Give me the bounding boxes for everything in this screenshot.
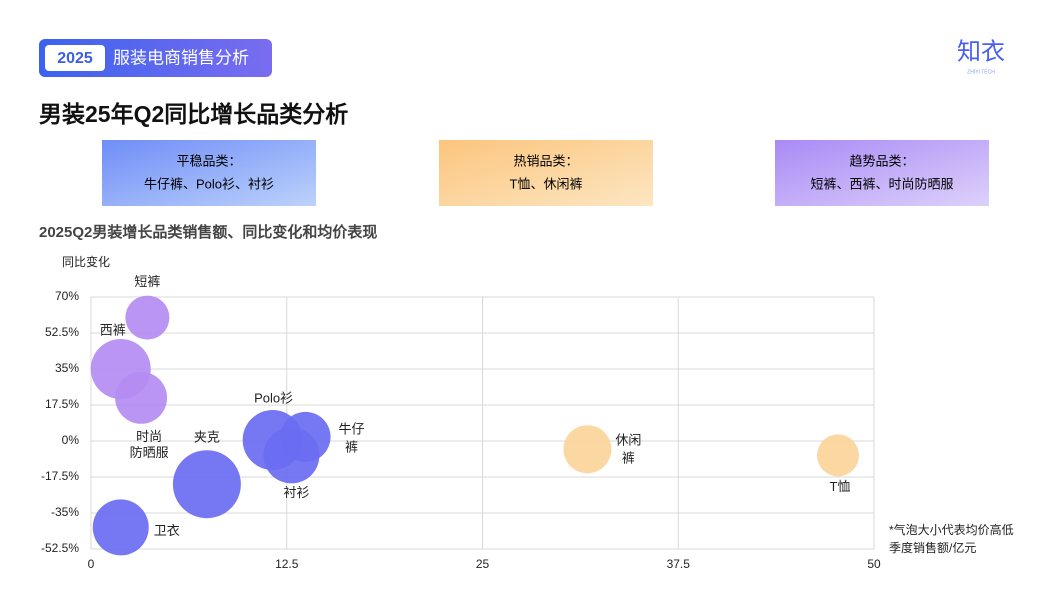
bubble-label: 卫衣: [154, 523, 180, 538]
group-title: 趋势品类：: [849, 153, 914, 168]
bubble: [115, 371, 168, 424]
bubble-label: 短裤: [134, 274, 160, 289]
header-title: 服装电商销售分析: [113, 48, 249, 67]
y-tick-label: 17.5%: [45, 397, 79, 411]
chart-title: 2025Q2男装增长品类销售额、同比变化和均价表现: [39, 223, 377, 241]
bubble-label: 夹克: [194, 430, 220, 445]
bubble-label: 防晒服: [130, 445, 169, 460]
size-note: *气泡大小代表均价高低: [889, 522, 1014, 537]
group-box: [102, 140, 316, 206]
group-items: T恤、休闲裤: [510, 176, 583, 191]
x-tick-label: 50: [867, 557, 881, 571]
y-tick-label: 35%: [55, 361, 79, 375]
group-box: [439, 140, 653, 206]
logo-sub: ZHIYI TECH: [967, 69, 995, 75]
bubble: [563, 425, 612, 474]
bubble-label: 休闲: [615, 433, 641, 448]
group-items: 短裤、西裤、时尚防晒服: [810, 176, 953, 191]
group-items: 牛仔裤、Polo衫、衬衫: [144, 176, 274, 191]
x-tick-label: 12.5: [275, 557, 299, 571]
group-title: 平稳品类：: [176, 153, 241, 168]
page-title: 男装25年Q2同比增长品类分析: [39, 101, 348, 127]
x-tick-label: 25: [476, 557, 490, 571]
y-tick-label: -52.5%: [41, 541, 79, 555]
x-tick-label: 0: [88, 557, 95, 571]
x-axis-label: 季度销售额/亿元: [889, 540, 976, 555]
bubble-label: 牛仔: [339, 421, 365, 436]
badge: 2025: [57, 50, 93, 67]
y-tick-label: 70%: [55, 289, 79, 303]
bubble: [172, 450, 241, 519]
bubble: [125, 295, 170, 340]
y-tick-label: 52.5%: [45, 325, 79, 339]
bubble-label: T恤: [830, 479, 851, 494]
y-tick-label: -17.5%: [41, 469, 79, 483]
bubble: [816, 434, 859, 477]
bubble-label: 西裤: [100, 322, 126, 337]
badge-bg: [45, 45, 105, 71]
bubble-label: 衬衫: [283, 485, 309, 500]
x-tick-label: 37.5: [667, 557, 691, 571]
bubble-label: 裤: [622, 451, 635, 466]
group-title: 热销品类：: [513, 153, 578, 168]
y-tick-label: -35%: [51, 505, 79, 519]
bubble-label: Polo衫: [254, 390, 293, 405]
logo: 知衣: [957, 38, 1005, 65]
bubble: [263, 427, 320, 484]
plot: -52.5% -35% -17.5% 0% 17.5% 35% 52.5% 70% 0 12.5 2…: [41, 274, 881, 571]
y-tick-label: 0%: [62, 433, 80, 447]
bubble-label: 裤: [345, 439, 358, 454]
y-axis-label: 同比变化: [62, 254, 110, 269]
group-box: [775, 140, 989, 206]
bubble-label: 时尚: [136, 429, 162, 444]
bubble: [92, 499, 149, 556]
